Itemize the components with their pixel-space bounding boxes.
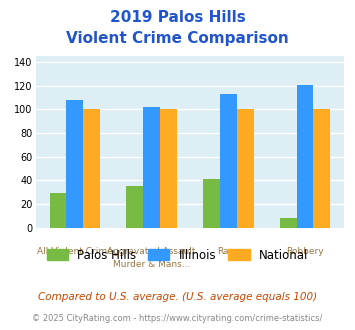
- Text: Robbery: Robbery: [286, 247, 324, 256]
- Bar: [237, 109, 253, 228]
- Text: Murder & Mans...: Murder & Mans...: [113, 260, 190, 269]
- Bar: [126, 186, 143, 228]
- Bar: [203, 179, 220, 228]
- Text: All Violent Crime: All Violent Crime: [37, 247, 113, 256]
- Bar: [280, 218, 296, 228]
- Bar: [160, 109, 177, 228]
- Bar: [296, 84, 313, 228]
- Bar: [220, 94, 237, 228]
- Text: Rape: Rape: [217, 247, 240, 256]
- Text: Violent Crime Comparison: Violent Crime Comparison: [66, 31, 289, 46]
- Bar: [143, 107, 160, 228]
- Text: © 2025 CityRating.com - https://www.cityrating.com/crime-statistics/: © 2025 CityRating.com - https://www.city…: [32, 314, 323, 323]
- Text: 2019 Palos Hills: 2019 Palos Hills: [110, 10, 245, 25]
- Legend: Palos Hills, Illinois, National: Palos Hills, Illinois, National: [42, 244, 313, 266]
- Bar: [50, 193, 66, 228]
- Text: Aggravated Assault: Aggravated Assault: [107, 247, 196, 256]
- Bar: [83, 109, 100, 228]
- Bar: [66, 100, 83, 228]
- Bar: [313, 109, 330, 228]
- Text: Compared to U.S. average. (U.S. average equals 100): Compared to U.S. average. (U.S. average …: [38, 292, 317, 302]
